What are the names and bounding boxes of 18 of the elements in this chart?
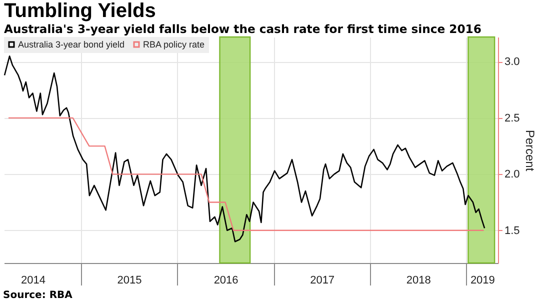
line-series bbox=[8, 117, 484, 231]
x-tick-label: 2018 bbox=[406, 274, 431, 286]
legend-label: Australia 3-year bond yield bbox=[18, 40, 125, 50]
chart-subtitle: Australia's 3-year yield falls below the cash rate for first time since 2016 bbox=[4, 22, 482, 36]
y-axis-title: Percent bbox=[522, 130, 537, 172]
source-note: Source: RBA bbox=[3, 290, 72, 301]
chart-title: Tumbling Yields bbox=[4, 0, 156, 23]
y-tick-label: 1.5 bbox=[504, 224, 520, 237]
x-tick-label: 2019 bbox=[470, 274, 495, 286]
legend-label: RBA policy rate bbox=[143, 40, 205, 50]
x-tick-label: 2015 bbox=[117, 274, 142, 286]
x-tick-label: 2017 bbox=[310, 274, 335, 286]
y-tick-label: 2.5 bbox=[504, 112, 520, 124]
line-series bbox=[4, 55, 486, 242]
y-tick-label: 3.0 bbox=[504, 56, 520, 68]
y-tick-label: 2.0 bbox=[504, 168, 520, 181]
x-tick-label: 2014 bbox=[21, 274, 46, 286]
x-tick-label: 2016 bbox=[214, 274, 238, 286]
